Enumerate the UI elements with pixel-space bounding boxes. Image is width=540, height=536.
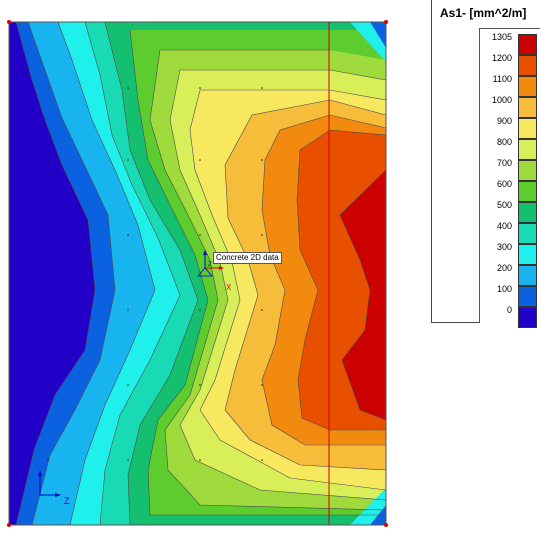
legend-swatch [518, 55, 537, 76]
legend-label: 0 [506, 305, 512, 315]
legend-label: 1100 [492, 74, 512, 84]
local-axis-x-label: X [226, 283, 232, 292]
legend-swatch [518, 97, 537, 118]
contour-edge-top-right-2 [350, 22, 386, 62]
local-axis-icon: X Z [197, 250, 232, 292]
legend-swatch [518, 76, 537, 97]
legend-label: 800 [496, 137, 512, 147]
legend-swatch [518, 265, 537, 286]
global-axis-z-label: Z [64, 496, 70, 506]
global-axis-icon: Z [38, 470, 70, 506]
legend-label: 600 [496, 179, 512, 189]
legend-title: As1- [mm^2/m] [440, 6, 527, 20]
legend-label: 300 [496, 242, 512, 252]
legend-box: 1305 1200 1100 1000 900 800 700 600 500 400 300 200… [479, 28, 540, 328]
contour-edge-bottom-right-2 [350, 488, 386, 525]
mesh-points [47, 87, 263, 461]
concrete-2d-data-tag[interactable]: Concrete 2D data [213, 252, 282, 264]
local-axis-z-label: Z [208, 262, 212, 268]
legend-swatch [518, 181, 537, 202]
contour-fill [9, 22, 386, 525]
legend-swatch [518, 286, 537, 307]
contour-band-1305 [340, 170, 386, 420]
legend-label: 900 [496, 116, 512, 126]
legend-swatch [518, 160, 537, 181]
legend-label: 700 [496, 158, 512, 168]
legend-swatch [518, 223, 537, 244]
legend-label: 500 [496, 200, 512, 210]
legend-swatch [518, 307, 537, 328]
legend-label: 100 [496, 284, 512, 294]
legend-swatch [518, 202, 537, 223]
legend-swatch [518, 118, 537, 139]
legend-swatch [518, 34, 537, 55]
legend-swatch [518, 244, 537, 265]
legend-label: 200 [496, 263, 512, 273]
plate-outline [8, 21, 387, 526]
corner-nodes [7, 20, 388, 527]
legend-label: 1305 [491, 32, 512, 42]
legend-label: 400 [496, 221, 512, 231]
legend-swatch [518, 139, 537, 160]
legend-label: 1200 [491, 53, 512, 63]
legend-label: 1000 [491, 95, 512, 105]
contour-plot-viewport[interactable]: X Z Z [0, 0, 430, 536]
legend-panel[interactable]: As1- [mm^2/m] 1305 1200 1100 1000 900 800 700 6… [431, 0, 540, 328]
